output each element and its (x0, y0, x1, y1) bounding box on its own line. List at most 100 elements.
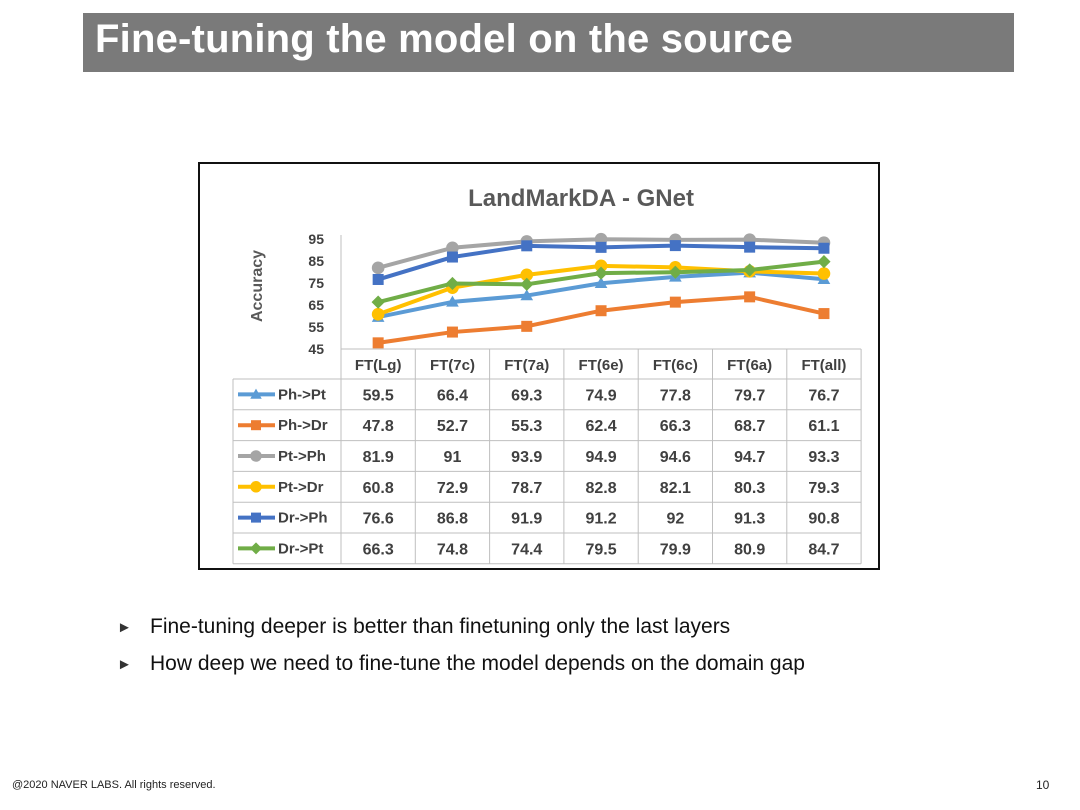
data-point (818, 308, 830, 320)
data-point (446, 241, 459, 255)
table-cell-value: 60.8 (363, 480, 394, 497)
table-cell-value: 80.3 (734, 480, 765, 497)
data-point (817, 267, 831, 280)
data-point (817, 255, 831, 269)
table-cell-value: 61.1 (808, 418, 839, 435)
y-tick-label: 85 (308, 253, 324, 269)
bullet-text: Fine-tuning deeper is better than finetu… (150, 615, 731, 638)
data-point (521, 320, 533, 332)
table-cell-value: 69.3 (511, 387, 542, 404)
table-cell-value: 82.8 (585, 480, 616, 497)
y-tick-label: 95 (308, 231, 324, 247)
table-cell-value: 55.3 (511, 418, 542, 435)
legend-label: Pt->Dr (278, 479, 324, 496)
x-tick-label: FT(7c) (430, 357, 475, 374)
table-cell-value: 62.4 (585, 418, 616, 435)
table-cell-value: 66.4 (437, 387, 468, 404)
table-cell-value: 93.9 (511, 449, 542, 466)
legend-marker (250, 388, 262, 399)
table-cell-value: 47.8 (363, 418, 394, 435)
table-cell-value: 72.9 (437, 480, 468, 497)
x-tick-label: FT(6e) (579, 357, 624, 374)
data-point (520, 289, 534, 301)
table-cell-value: 66.3 (660, 418, 691, 435)
legend-label: Ph->Pt (278, 386, 326, 403)
table-cell-value: 94.7 (734, 449, 765, 466)
data-point (372, 273, 384, 285)
table-cell-value: 91.9 (511, 511, 542, 528)
table-cell-value: 59.5 (363, 387, 394, 404)
line-chart: LandMarkDA - GNet Accuracy 95 85 75 65 55 45 FT(… (232, 185, 862, 565)
data-point (446, 295, 459, 307)
table-cell-value: 82.1 (660, 480, 691, 497)
chart-title: LandMarkDA - GNet (468, 185, 694, 212)
x-tick-label: FT(all) (801, 357, 846, 374)
table-cell-value: 68.7 (734, 418, 765, 435)
legend-label: Dr->Pt (278, 540, 323, 557)
data-point (669, 240, 681, 252)
data-point (595, 305, 607, 317)
table-cell-value: 90.8 (808, 511, 839, 528)
legend-label: Dr->Ph (278, 510, 328, 527)
table-cell-value: 79.3 (808, 480, 839, 497)
table-cell-value: 79.9 (660, 541, 691, 558)
legend-marker (251, 512, 261, 523)
data-point (595, 241, 607, 253)
table-cell-value: 91.3 (734, 511, 765, 528)
table-cell-value: 78.7 (511, 480, 542, 497)
bullet-text: How deep we need to fine-tune the model … (150, 652, 805, 675)
table-cell-value: 77.8 (660, 387, 691, 404)
data-point (818, 242, 830, 254)
x-tick-label: FT(Lg) (355, 357, 402, 374)
x-tick-label: FT(6c) (653, 357, 698, 374)
data-point (744, 291, 756, 303)
table-cell-value: 81.9 (363, 449, 394, 466)
table-cell-value: 66.3 (363, 541, 394, 558)
table-cell-value: 74.8 (437, 541, 468, 558)
table-cell-value: 84.7 (808, 541, 839, 558)
y-tick-label: 45 (308, 341, 324, 357)
table-cell-value: 91 (444, 449, 462, 466)
data-point (744, 241, 756, 253)
data-point (521, 240, 533, 252)
data-point (594, 259, 608, 273)
table-cell-value: 76.6 (363, 511, 394, 528)
data-point (594, 276, 608, 288)
data-point (446, 251, 458, 263)
table-cell-value: 80.9 (734, 541, 765, 558)
table-cell-value: 91.2 (585, 511, 616, 528)
legend-marker (250, 481, 262, 493)
data-point (371, 295, 385, 309)
table-cell-value: 52.7 (437, 418, 468, 435)
table-cell-value: 79.7 (734, 387, 765, 404)
data-point (445, 276, 460, 291)
page-number: 10 (1036, 778, 1050, 792)
bullet-arrow-icon: ► (117, 619, 132, 636)
data-point (669, 296, 681, 308)
table-cell-value: 94.9 (585, 449, 616, 466)
copyright-footer: @2020 NAVER LABS. All rights reserved. (12, 779, 216, 791)
legend-label: Ph->Dr (278, 417, 328, 434)
y-tick-label: 65 (308, 297, 324, 313)
chart-frame: LandMarkDA - GNet Accuracy 95 85 75 65 55 45 FT(… (198, 162, 880, 570)
table-cell-value: 74.9 (585, 387, 616, 404)
data-point (520, 277, 534, 291)
y-axis-label: Accuracy (249, 250, 266, 322)
legend-marker (250, 542, 262, 555)
data-point (446, 326, 458, 338)
table-cell-value: 74.4 (511, 541, 542, 558)
data-point (372, 337, 384, 349)
y-tick-label: 55 (308, 319, 324, 335)
legend-label: Pt->Ph (278, 448, 326, 465)
table-cell-value: 93.3 (808, 449, 839, 466)
table-cell-value: 79.5 (585, 541, 616, 558)
data-point (371, 261, 385, 275)
data-point (668, 265, 682, 279)
bullet-arrow-icon: ► (117, 656, 132, 673)
legend-marker (250, 450, 262, 462)
table-cell-value: 76.7 (808, 387, 839, 404)
title-bar: Fine-tuning the model on the source (83, 13, 1014, 72)
table-cell-value: 86.8 (437, 511, 468, 528)
legend-marker (251, 420, 261, 431)
data-point (520, 268, 534, 282)
